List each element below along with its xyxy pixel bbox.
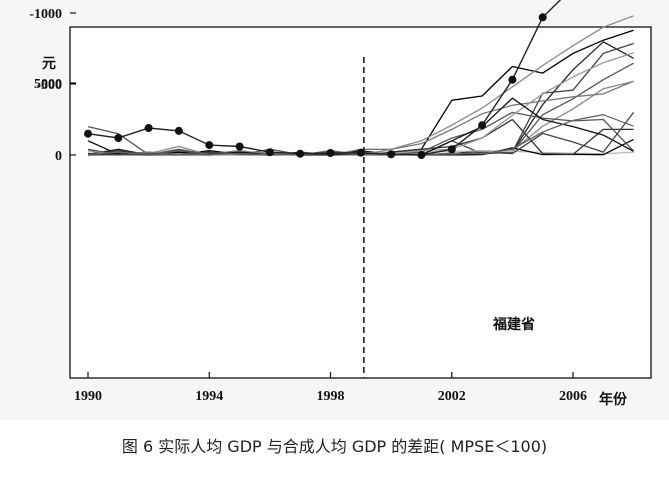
fujian-point [417, 151, 426, 159]
fujian-annotation: 福建省 [492, 316, 535, 333]
fujian-point [265, 148, 274, 157]
y-tick-label: -500 [36, 78, 62, 93]
y-tick-label: -1000 [29, 7, 62, 22]
x-tick-label: 1990 [74, 389, 102, 404]
fujian-point [356, 148, 365, 157]
x-axis-unit-label: 年份 [599, 391, 628, 408]
x-tick-label: 1994 [195, 389, 223, 404]
fujian-point [538, 13, 547, 22]
fujian-point [144, 124, 153, 132]
y-tick-label: 5000 [34, 77, 62, 92]
figure-panel: 50000-500-1000-150019901994199820022006 … [29, 0, 652, 408]
x-tick-label: 1998 [317, 389, 345, 404]
y-axis-unit-label: 元 [42, 56, 56, 72]
y-tick-label: 0 [55, 149, 62, 164]
fujian-point [205, 141, 214, 150]
fujian-point [174, 126, 183, 135]
plot-frame [69, 26, 652, 379]
figure-caption: 图 6 实际人均 GDP 与合成人均 GDP 的差距( MPSE＜100) [121, 437, 548, 456]
x-tick-label: 2006 [559, 389, 587, 404]
fujian-point [508, 75, 517, 84]
fujian-point [235, 142, 244, 151]
fujian-point [447, 145, 456, 154]
line-chart: 50000-500-1000-150019901994199820022006 … [29, 0, 652, 408]
fujian-point [326, 149, 335, 157]
fujian-point [387, 150, 396, 159]
fujian-point [296, 149, 305, 158]
x-tick-label: 2002 [438, 389, 466, 404]
fujian-point [114, 134, 123, 142]
fujian-point [478, 121, 487, 130]
fujian-point [84, 129, 92, 138]
